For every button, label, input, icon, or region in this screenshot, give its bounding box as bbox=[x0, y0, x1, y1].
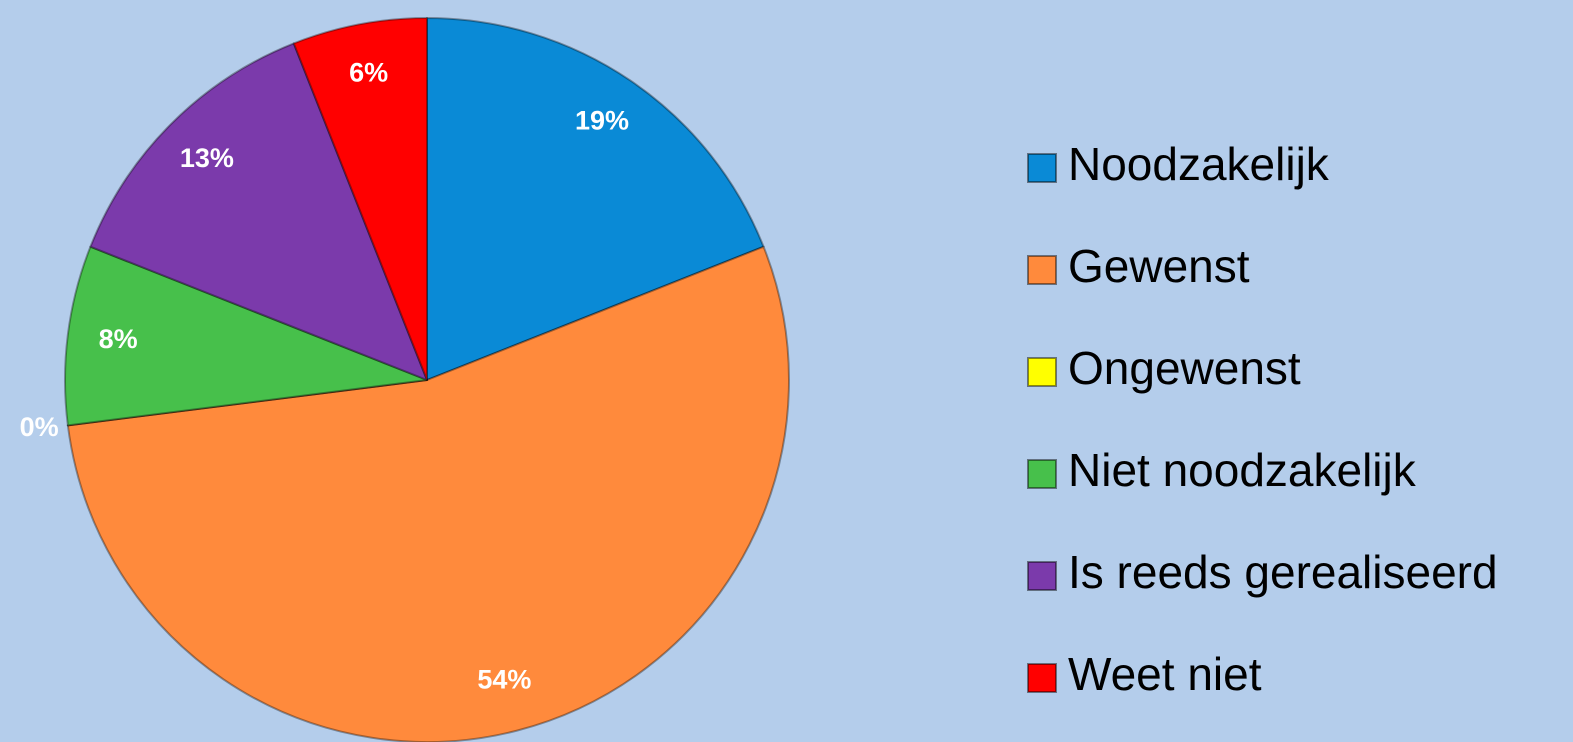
legend-swatch bbox=[1027, 663, 1057, 693]
legend-label: Ongewenst bbox=[1068, 342, 1301, 394]
pie-slice bbox=[66, 245, 790, 742]
legend-label: Niet noodzakelijk bbox=[1068, 444, 1417, 496]
data-label: 19% bbox=[575, 106, 629, 136]
pie-slice bbox=[426, 17, 765, 381]
pie-slice bbox=[89, 42, 428, 381]
pie-slice bbox=[66, 379, 428, 427]
legend-label: Gewenst bbox=[1068, 240, 1250, 292]
legend-swatch bbox=[1027, 153, 1057, 183]
legend-swatch bbox=[1027, 357, 1057, 387]
pie-slice bbox=[292, 17, 428, 381]
data-label: 0% bbox=[20, 412, 59, 442]
legend-label: Noodzakelijk bbox=[1068, 138, 1330, 190]
data-label: 54% bbox=[477, 665, 531, 695]
legend-swatch bbox=[1027, 561, 1057, 591]
legend-label: Is reeds gerealiseerd bbox=[1068, 546, 1498, 598]
legend-label: Weet niet bbox=[1068, 648, 1262, 700]
data-label: 8% bbox=[99, 324, 138, 354]
data-label: 6% bbox=[349, 57, 388, 87]
pie-slice bbox=[64, 245, 428, 427]
legend-swatch bbox=[1027, 255, 1057, 285]
data-label: 13% bbox=[180, 143, 234, 173]
legend-swatch bbox=[1027, 459, 1057, 489]
